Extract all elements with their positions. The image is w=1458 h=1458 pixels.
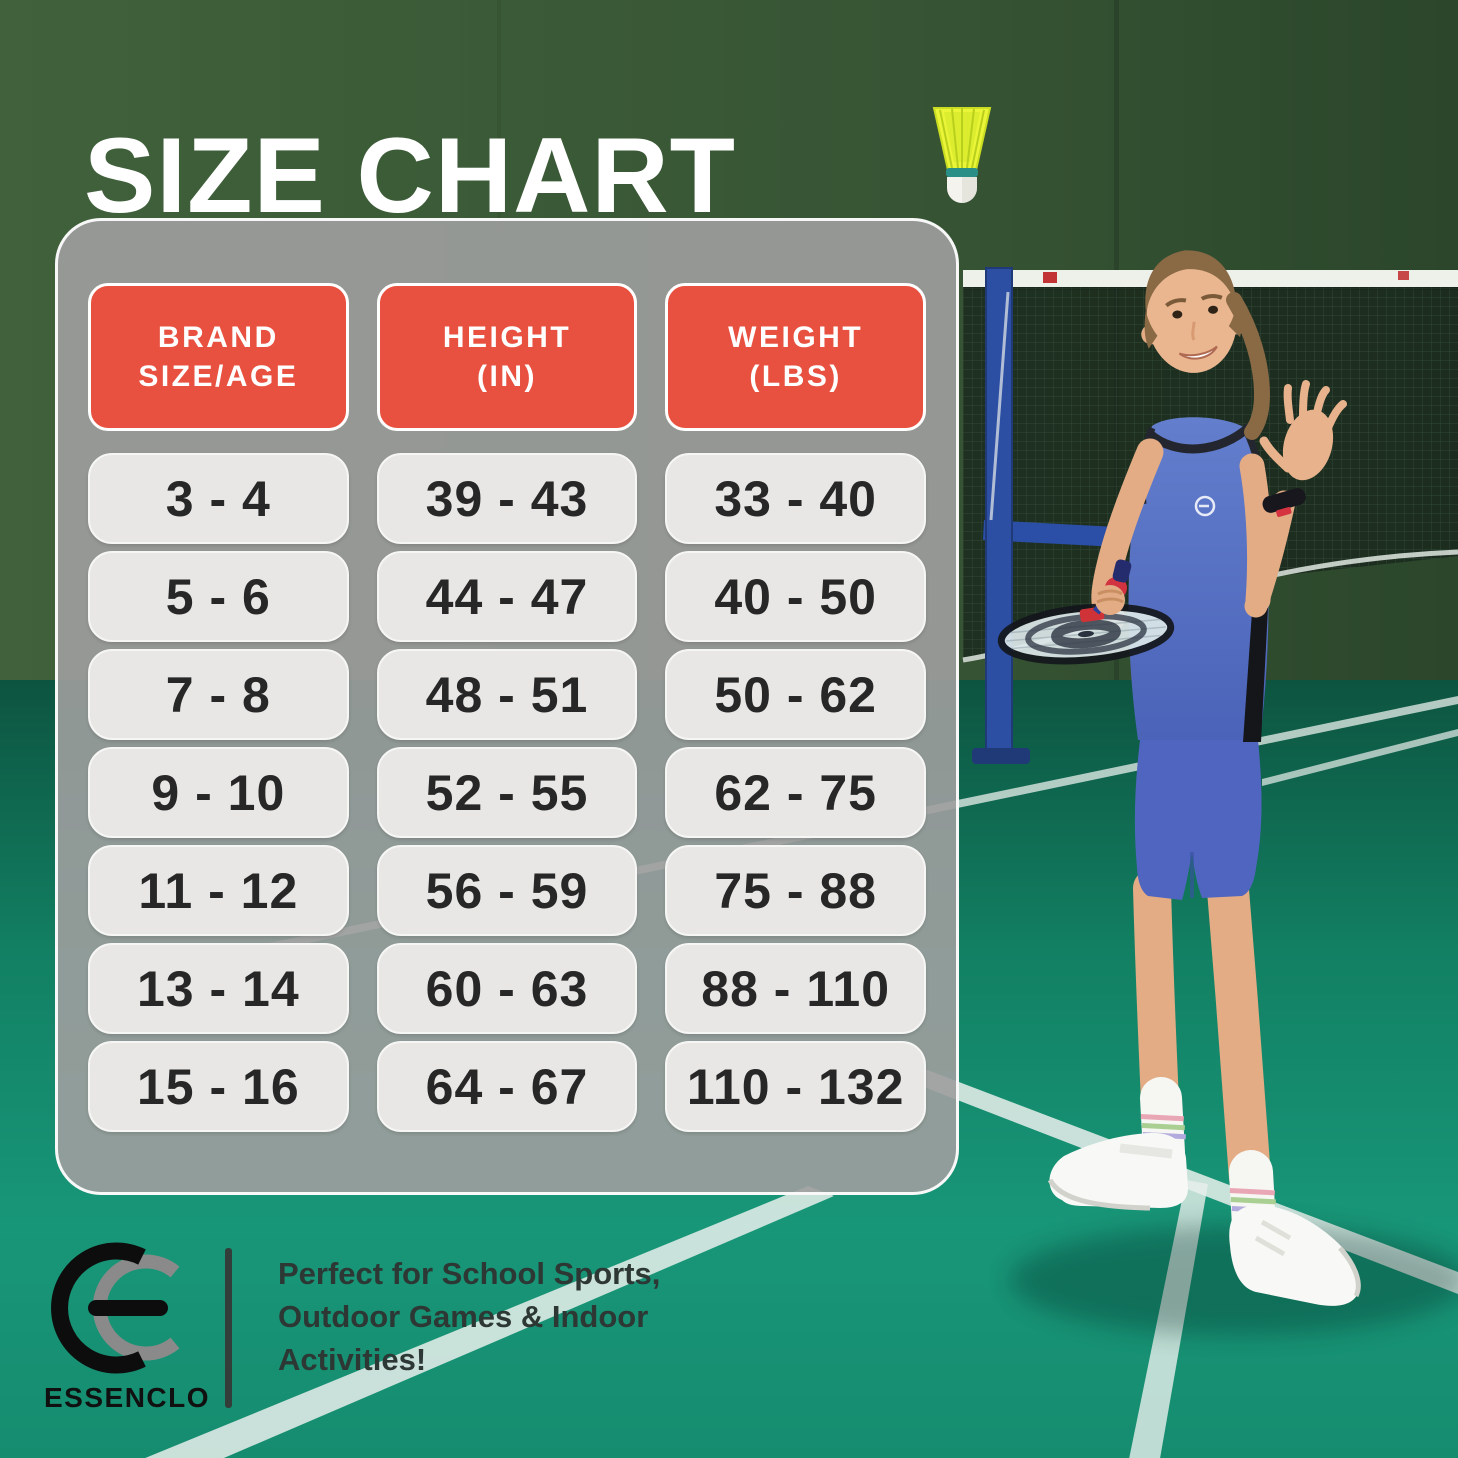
header-line: (LBS) (749, 360, 842, 393)
height-cell: 44 - 47 (376, 551, 638, 642)
header-line: SIZE/AGE (138, 360, 299, 393)
header-line: (IN) (477, 360, 537, 393)
weight-cell: 75 - 88 (665, 845, 926, 936)
height-cell: 56 - 59 (376, 845, 638, 936)
header-height-in: HEIGHT (IN) (376, 283, 638, 431)
braid (1226, 292, 1271, 440)
footer-divider (225, 1248, 232, 1408)
weight-cell: 110 - 132 (665, 1041, 926, 1132)
size-cell: 3 - 4 (88, 453, 349, 544)
page-title: SIZE CHART (84, 114, 736, 235)
header-line: HEIGHT (442, 321, 572, 354)
height-cell: 60 - 63 (376, 943, 638, 1034)
height-cell: 39 - 43 (376, 453, 638, 544)
essenclo-logo-icon (51, 1242, 180, 1374)
height-cell: 48 - 51 (376, 649, 638, 740)
shorts (1134, 740, 1262, 900)
table-row: 11 - 12 56 - 59 75 - 88 (88, 845, 926, 936)
smartwatch (1262, 488, 1306, 517)
weight-cell: 50 - 62 (665, 649, 926, 740)
net-post (972, 267, 1030, 764)
header-brand-size-age: BRAND SIZE/AGE (88, 283, 349, 431)
table-body: 3 - 4 39 - 43 33 - 40 5 - 6 44 - 47 40 -… (88, 453, 926, 1132)
header-line: BRAND (157, 321, 279, 354)
table-row: 15 - 16 64 - 67 110 - 132 (88, 1041, 926, 1132)
table-row: 13 - 14 60 - 63 88 - 110 (88, 943, 926, 1034)
table-row: 3 - 4 39 - 43 33 - 40 (88, 453, 926, 544)
sneakers (1047, 1132, 1361, 1306)
tagline-text: Perfect for School Sports, Outdoor Games… (278, 1256, 661, 1377)
weight-cell: 33 - 40 (665, 453, 926, 544)
header-line: WEIGHT (728, 321, 864, 354)
shuttlecock-icon (932, 107, 992, 203)
weight-cell: 88 - 110 (665, 943, 926, 1034)
brand-name: ESSENCLO (44, 1382, 211, 1413)
badminton-racket-icon (997, 559, 1175, 665)
table-row: 7 - 8 48 - 51 50 - 62 (88, 649, 926, 740)
height-cell: 64 - 67 (376, 1041, 638, 1132)
table-row: 9 - 10 52 - 55 62 - 75 (88, 747, 926, 838)
size-cell: 7 - 8 (88, 649, 349, 740)
girl-player (997, 250, 1361, 1306)
size-cell: 5 - 6 (88, 551, 349, 642)
height-cell: 52 - 55 (376, 747, 638, 838)
tank-top (1128, 417, 1269, 740)
size-chart-panel: BRAND SIZE/AGE HEIGHT (IN) WEIGHT (LBS) … (55, 218, 959, 1195)
header-weight-lbs: WEIGHT (LBS) (665, 283, 926, 431)
size-cell: 13 - 14 (88, 943, 349, 1034)
table-row: 5 - 6 44 - 47 40 - 50 (88, 551, 926, 642)
size-cell: 11 - 12 (88, 845, 349, 936)
size-cell: 15 - 16 (88, 1041, 349, 1132)
net-bottom-tape (982, 520, 1112, 547)
weight-cell: 40 - 50 (665, 551, 926, 642)
weight-cell: 62 - 75 (665, 747, 926, 838)
table-header-row: BRAND SIZE/AGE HEIGHT (IN) WEIGHT (LBS) (88, 283, 926, 431)
size-cell: 9 - 10 (88, 747, 349, 838)
